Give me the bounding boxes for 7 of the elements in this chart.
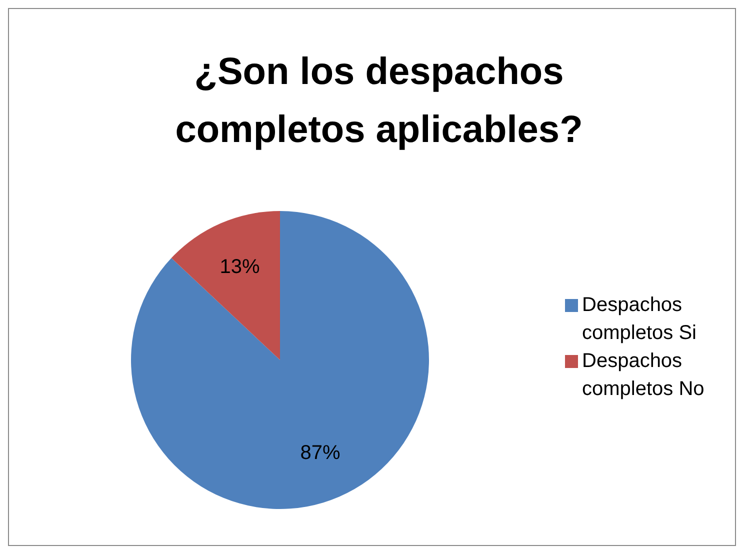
data-label: 87% [300, 442, 340, 464]
chart-title: ¿Son los despachos completos aplicables? [174, 50, 584, 153]
pie-slice [131, 211, 429, 509]
data-label: 13% [220, 256, 260, 278]
legend-label: Despachos completos Si [582, 293, 698, 346]
pie-slice [171, 211, 280, 360]
legend-label: Despachos completos No [582, 349, 706, 402]
